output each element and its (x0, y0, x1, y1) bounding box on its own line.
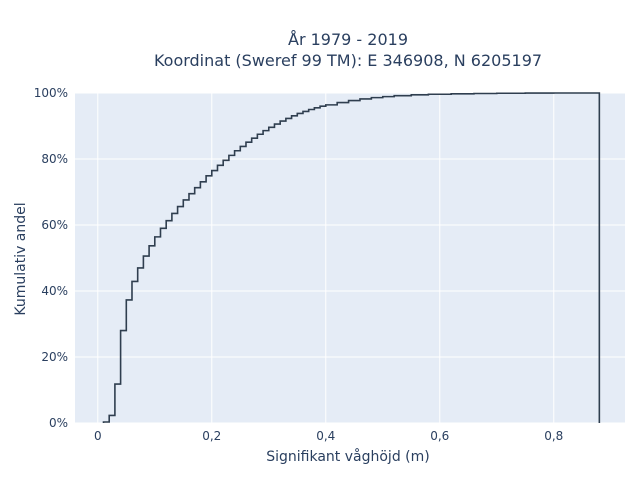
plot-area (75, 93, 625, 423)
x-tick-label: 0,8 (544, 429, 563, 443)
x-tick-label: 0 (94, 429, 102, 443)
y-tick-label: 100% (34, 86, 68, 100)
y-tick-label: 60% (41, 218, 68, 232)
x-axis-title: Signifikant våghöjd (m) (266, 448, 429, 465)
chart-title-line2: Koordinat (Sweref 99 TM): E 346908, N 62… (154, 51, 542, 70)
y-tick-label: 40% (41, 284, 68, 298)
y-axis-title: Kumulativ andel (13, 202, 29, 315)
series-group (102, 92, 601, 423)
cumulative-step-line (102, 92, 601, 423)
y-axis-ticks: 0% 20% 40% 60% 80% 100% (34, 86, 68, 430)
gridlines (75, 92, 625, 424)
y-tick-label: 20% (41, 350, 68, 364)
x-tick-label: 0,6 (430, 429, 449, 443)
y-tick-label: 0% (49, 416, 68, 430)
x-axis-ticks: 0 0,2 0,4 0,6 0,8 (94, 429, 563, 443)
x-tick-label: 0,4 (316, 429, 335, 443)
x-tick-label: 0,2 (202, 429, 221, 443)
chart-title-line1: År 1979 - 2019 (288, 30, 408, 49)
y-tick-label: 80% (41, 152, 68, 166)
